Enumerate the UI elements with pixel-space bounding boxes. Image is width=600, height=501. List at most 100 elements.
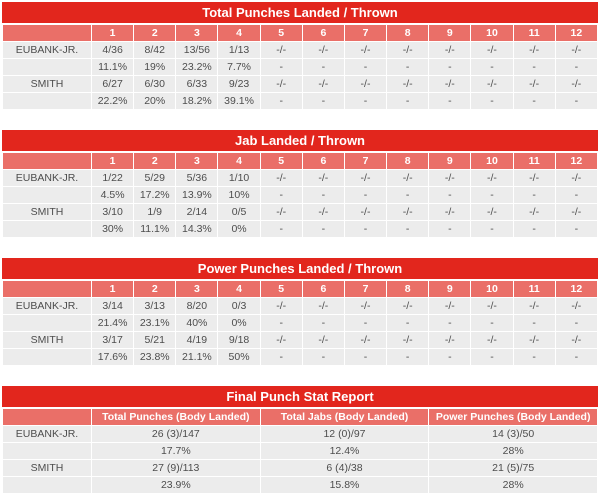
stat-cell: - bbox=[387, 315, 429, 331]
stat-cell: -/- bbox=[260, 42, 302, 58]
column-header: 1 bbox=[92, 281, 134, 297]
stat-cell: 0/5 bbox=[218, 204, 260, 220]
stat-cell: -/- bbox=[429, 204, 471, 220]
stat-cell: 4/19 bbox=[176, 332, 218, 348]
stat-cell: 30% bbox=[92, 221, 134, 237]
stat-cell: - bbox=[513, 93, 555, 109]
stat-cell: - bbox=[471, 59, 513, 75]
stat-cell: - bbox=[471, 221, 513, 237]
stat-cell: -/- bbox=[471, 298, 513, 314]
stat-cell: 11.1% bbox=[92, 59, 134, 75]
stat-cell: 23.1% bbox=[134, 315, 176, 331]
stat-cell: -/- bbox=[555, 76, 597, 92]
fighter-name bbox=[3, 477, 91, 493]
stat-cell: - bbox=[429, 315, 471, 331]
stat-cell: -/- bbox=[387, 76, 429, 92]
stat-cell: 50% bbox=[218, 349, 260, 365]
stat-cell: -/- bbox=[387, 298, 429, 314]
fighter-name: EUBANK-JR. bbox=[3, 298, 91, 314]
stat-cell: - bbox=[429, 59, 471, 75]
table-row: EUBANK-JR. 3/14 3/13 8/20 0/3 -/- -/- -/- -/- -/-… bbox=[3, 298, 597, 314]
fighter-name: SMITH bbox=[3, 204, 91, 220]
stat-cell: -/- bbox=[471, 76, 513, 92]
stat-cell: -/- bbox=[387, 42, 429, 58]
stat-cell: -/- bbox=[513, 76, 555, 92]
table-title: Total Punches Landed / Thrown bbox=[2, 2, 598, 23]
stat-cell: - bbox=[344, 93, 387, 109]
column-header: 5 bbox=[260, 25, 302, 41]
column-header: 9 bbox=[429, 281, 471, 297]
table-row: EUBANK-JR. 26 (3)/147 12 (0)/97 14 (3)/50 bbox=[3, 426, 597, 442]
stat-cell: 0% bbox=[218, 221, 260, 237]
column-header: 7 bbox=[344, 281, 387, 297]
table-final-report: Final Punch Stat Report Total Punches (B… bbox=[2, 386, 598, 494]
stat-cell: 10% bbox=[218, 187, 260, 203]
stat-cell: -/- bbox=[344, 76, 387, 92]
stat-cell: -/- bbox=[260, 170, 302, 186]
stat-cell: - bbox=[260, 221, 302, 237]
stat-cell: 3/13 bbox=[134, 298, 176, 314]
stat-cell: -/- bbox=[302, 204, 344, 220]
table-row: EUBANK-JR. 4/36 8/42 13/56 1/13 -/- -/- -/- -/- -… bbox=[3, 42, 597, 58]
table-title: Jab Landed / Thrown bbox=[2, 130, 598, 151]
column-header: 5 bbox=[260, 153, 302, 169]
stat-cell: -/- bbox=[344, 332, 387, 348]
column-header: 12 bbox=[555, 153, 597, 169]
stat-cell: 2/14 bbox=[176, 204, 218, 220]
stat-cell: 23.9% bbox=[92, 477, 260, 493]
table-title: Power Punches Landed / Thrown bbox=[2, 258, 598, 279]
column-header: 9 bbox=[429, 25, 471, 41]
corner-cell bbox=[3, 409, 91, 425]
stat-cell: - bbox=[513, 59, 555, 75]
stat-cell: - bbox=[429, 221, 471, 237]
stat-cell: 11.1% bbox=[134, 221, 176, 237]
stat-cell: -/- bbox=[471, 204, 513, 220]
stat-cell: 7.7% bbox=[218, 59, 260, 75]
stat-cell: 22.2% bbox=[92, 93, 134, 109]
stat-cell: -/- bbox=[260, 298, 302, 314]
table-row: 21.4% 23.1% 40% 0% - - - - - - - - bbox=[3, 315, 597, 331]
stat-cell: 21.1% bbox=[176, 349, 218, 365]
stat-cell: -/- bbox=[555, 298, 597, 314]
fighter-name: SMITH bbox=[3, 76, 91, 92]
stat-cell: 13/56 bbox=[176, 42, 218, 58]
column-header: 12 bbox=[555, 281, 597, 297]
stat-cell: - bbox=[260, 187, 302, 203]
column-header: 10 bbox=[471, 153, 513, 169]
column-header: 10 bbox=[471, 281, 513, 297]
stat-cell: 20% bbox=[134, 93, 176, 109]
stat-cell: - bbox=[513, 315, 555, 331]
stat-cell: -/- bbox=[260, 76, 302, 92]
stat-cell: 39.1% bbox=[218, 93, 260, 109]
stat-cell: 8/42 bbox=[134, 42, 176, 58]
stat-cell: - bbox=[344, 221, 387, 237]
stat-cell: -/- bbox=[513, 204, 555, 220]
stat-cell: -/- bbox=[302, 42, 344, 58]
stat-cell: -/- bbox=[260, 204, 302, 220]
stat-cell: -/- bbox=[302, 170, 344, 186]
stat-cell: 4/36 bbox=[92, 42, 134, 58]
column-header: 1 bbox=[92, 153, 134, 169]
column-header: 7 bbox=[344, 153, 387, 169]
stat-cell: 0% bbox=[218, 315, 260, 331]
column-header: 8 bbox=[387, 281, 429, 297]
stat-cell: -/- bbox=[302, 298, 344, 314]
stat-cell: -/- bbox=[555, 332, 597, 348]
stat-cell: - bbox=[471, 349, 513, 365]
column-header-row: Total Punches (Body Landed) Total Jabs (B… bbox=[3, 409, 597, 425]
column-header: 3 bbox=[176, 281, 218, 297]
stat-cell: 17.7% bbox=[92, 443, 260, 459]
column-header: 8 bbox=[387, 153, 429, 169]
fighter-name: SMITH bbox=[3, 332, 91, 348]
stat-cell: -/- bbox=[429, 170, 471, 186]
stats-grid: Total Punches (Body Landed) Total Jabs (B… bbox=[2, 408, 598, 494]
stat-cell: - bbox=[555, 349, 597, 365]
column-header: 10 bbox=[471, 25, 513, 41]
table-row: EUBANK-JR. 1/22 5/29 5/36 1/10 -/- -/- -/- -/- -/… bbox=[3, 170, 597, 186]
stat-cell: 4.5% bbox=[92, 187, 134, 203]
table-row: 17.7% 12.4% 28% bbox=[3, 443, 597, 459]
fighter-name: SMITH bbox=[3, 460, 91, 476]
stat-cell: -/- bbox=[260, 332, 302, 348]
stat-cell: 23.8% bbox=[134, 349, 176, 365]
